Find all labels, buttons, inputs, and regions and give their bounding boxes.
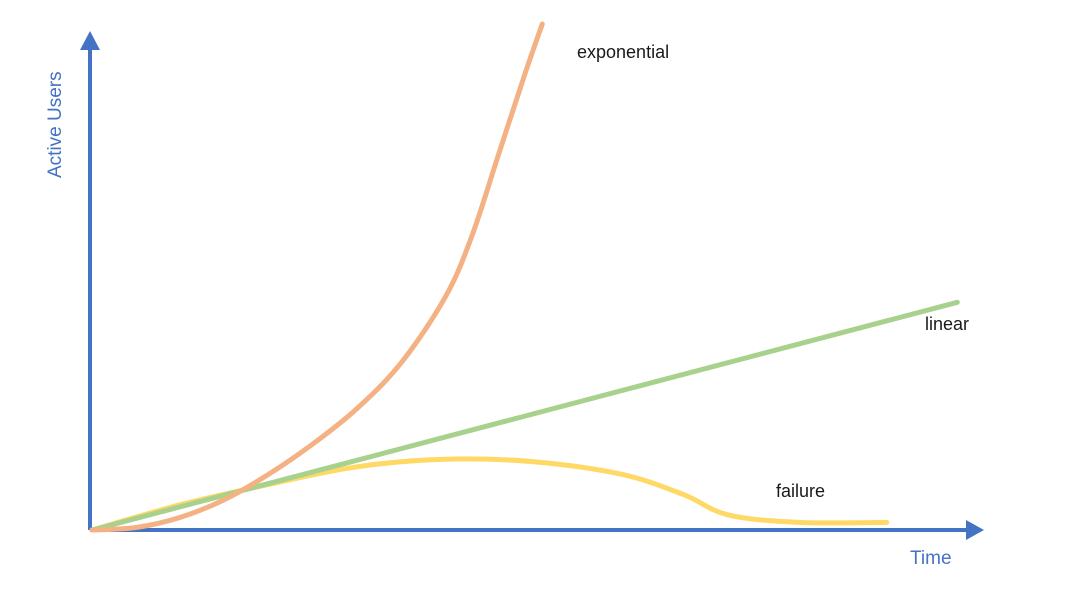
series-line-exponential <box>89 21 545 533</box>
x-axis-arrow-icon <box>966 520 984 540</box>
series-line-linear <box>89 299 960 533</box>
series-layer <box>89 21 960 533</box>
y-axis-label: Active Users <box>45 71 66 178</box>
series-line-failure <box>89 456 890 533</box>
y-axis-arrow-icon <box>80 31 100 50</box>
series-label-failure: failure <box>776 481 825 501</box>
series-label-exponential: exponential <box>577 42 669 62</box>
x-axis-label: Time <box>910 548 952 569</box>
series-label-linear: linear <box>925 314 969 334</box>
